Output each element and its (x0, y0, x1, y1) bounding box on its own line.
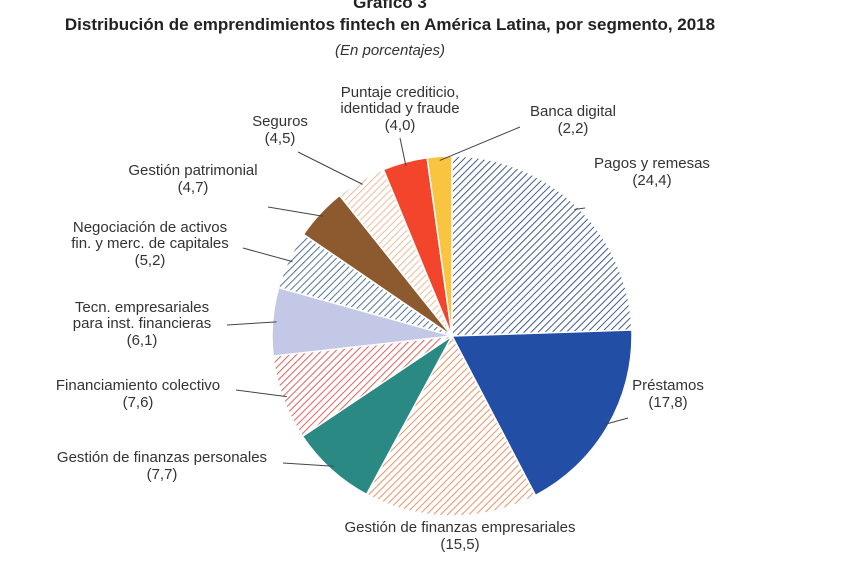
pie-slice (451, 155, 633, 337)
category-label: Banca digital (530, 103, 616, 120)
leader-line (282, 462, 334, 467)
leader-line (267, 206, 324, 217)
leader-line (226, 321, 277, 326)
value-label: (15,5) (440, 536, 479, 553)
category-label: identidad y fraude (340, 100, 459, 117)
category-label: Puntaje crediticio, (341, 84, 459, 101)
leader-line (297, 151, 363, 185)
value-label: (7,7) (147, 466, 178, 483)
category-label: Gestión de finanzas personales (57, 449, 267, 466)
slice-label: Gestión de finanzas personales (7,7) (57, 449, 267, 483)
leader-line (439, 126, 521, 161)
pie-slice (450, 329, 633, 497)
value-label: (2,2) (558, 120, 589, 137)
leader-line (242, 247, 293, 263)
value-label: (4,5) (265, 130, 296, 147)
chart-subtitle: (En porcentajes) (335, 42, 445, 59)
category-label: Financiamiento colectivo (56, 377, 220, 394)
leader-line (574, 207, 586, 211)
slice-label: Seguros (4,5) (252, 113, 308, 147)
leader-line (235, 389, 287, 398)
slice-label: Puntaje crediticio, identidad y fraude (4,… (340, 84, 459, 134)
slice-label: Gestión de finanzas empresariales (15,5) (345, 519, 576, 553)
value-label: (4,7) (178, 179, 209, 196)
value-label: (6,1) (127, 332, 158, 349)
category-label: Gestión de finanzas empresariales (345, 519, 576, 536)
slice-label: Gestión patrimonial (4,7) (128, 162, 257, 196)
value-label: (17,8) (648, 394, 687, 411)
slice-label: Negociación de activos fin. y merc. de ca… (71, 219, 229, 269)
category-label: Tecn. empresariales (75, 299, 209, 316)
slice-label: Financiamiento colectivo (7,6) (56, 377, 220, 411)
leader-line (603, 417, 629, 426)
category-label: Pagos y remesas (594, 155, 710, 172)
category-label: Negociación de activos (73, 219, 227, 236)
category-label: para inst. financieras (73, 315, 211, 332)
leader-line (399, 137, 407, 167)
pie-slice (426, 155, 453, 337)
value-label: (7,6) (123, 394, 154, 411)
chart-title: Distribución de emprendimientos fintech … (65, 15, 715, 34)
category-label: Seguros (252, 113, 308, 130)
category-label: fin. y merc. de capitales (71, 235, 229, 252)
chart-supertitle: Gráfico 3 (353, 0, 427, 12)
category-label: Gestión patrimonial (128, 162, 257, 179)
value-label: (24,4) (632, 172, 671, 189)
slice-label: Pagos y remesas (24,4) (594, 155, 710, 189)
pie-slice (365, 334, 537, 517)
slice-label: Tecn. empresariales para inst. financiera… (73, 299, 211, 349)
category-label: Préstamos (632, 377, 704, 394)
slice-label: Banca digital (2,2) (530, 103, 616, 137)
value-label: (4,0) (385, 117, 416, 134)
value-label: (5,2) (135, 252, 166, 269)
slice-label: Préstamos (17,8) (632, 377, 704, 411)
